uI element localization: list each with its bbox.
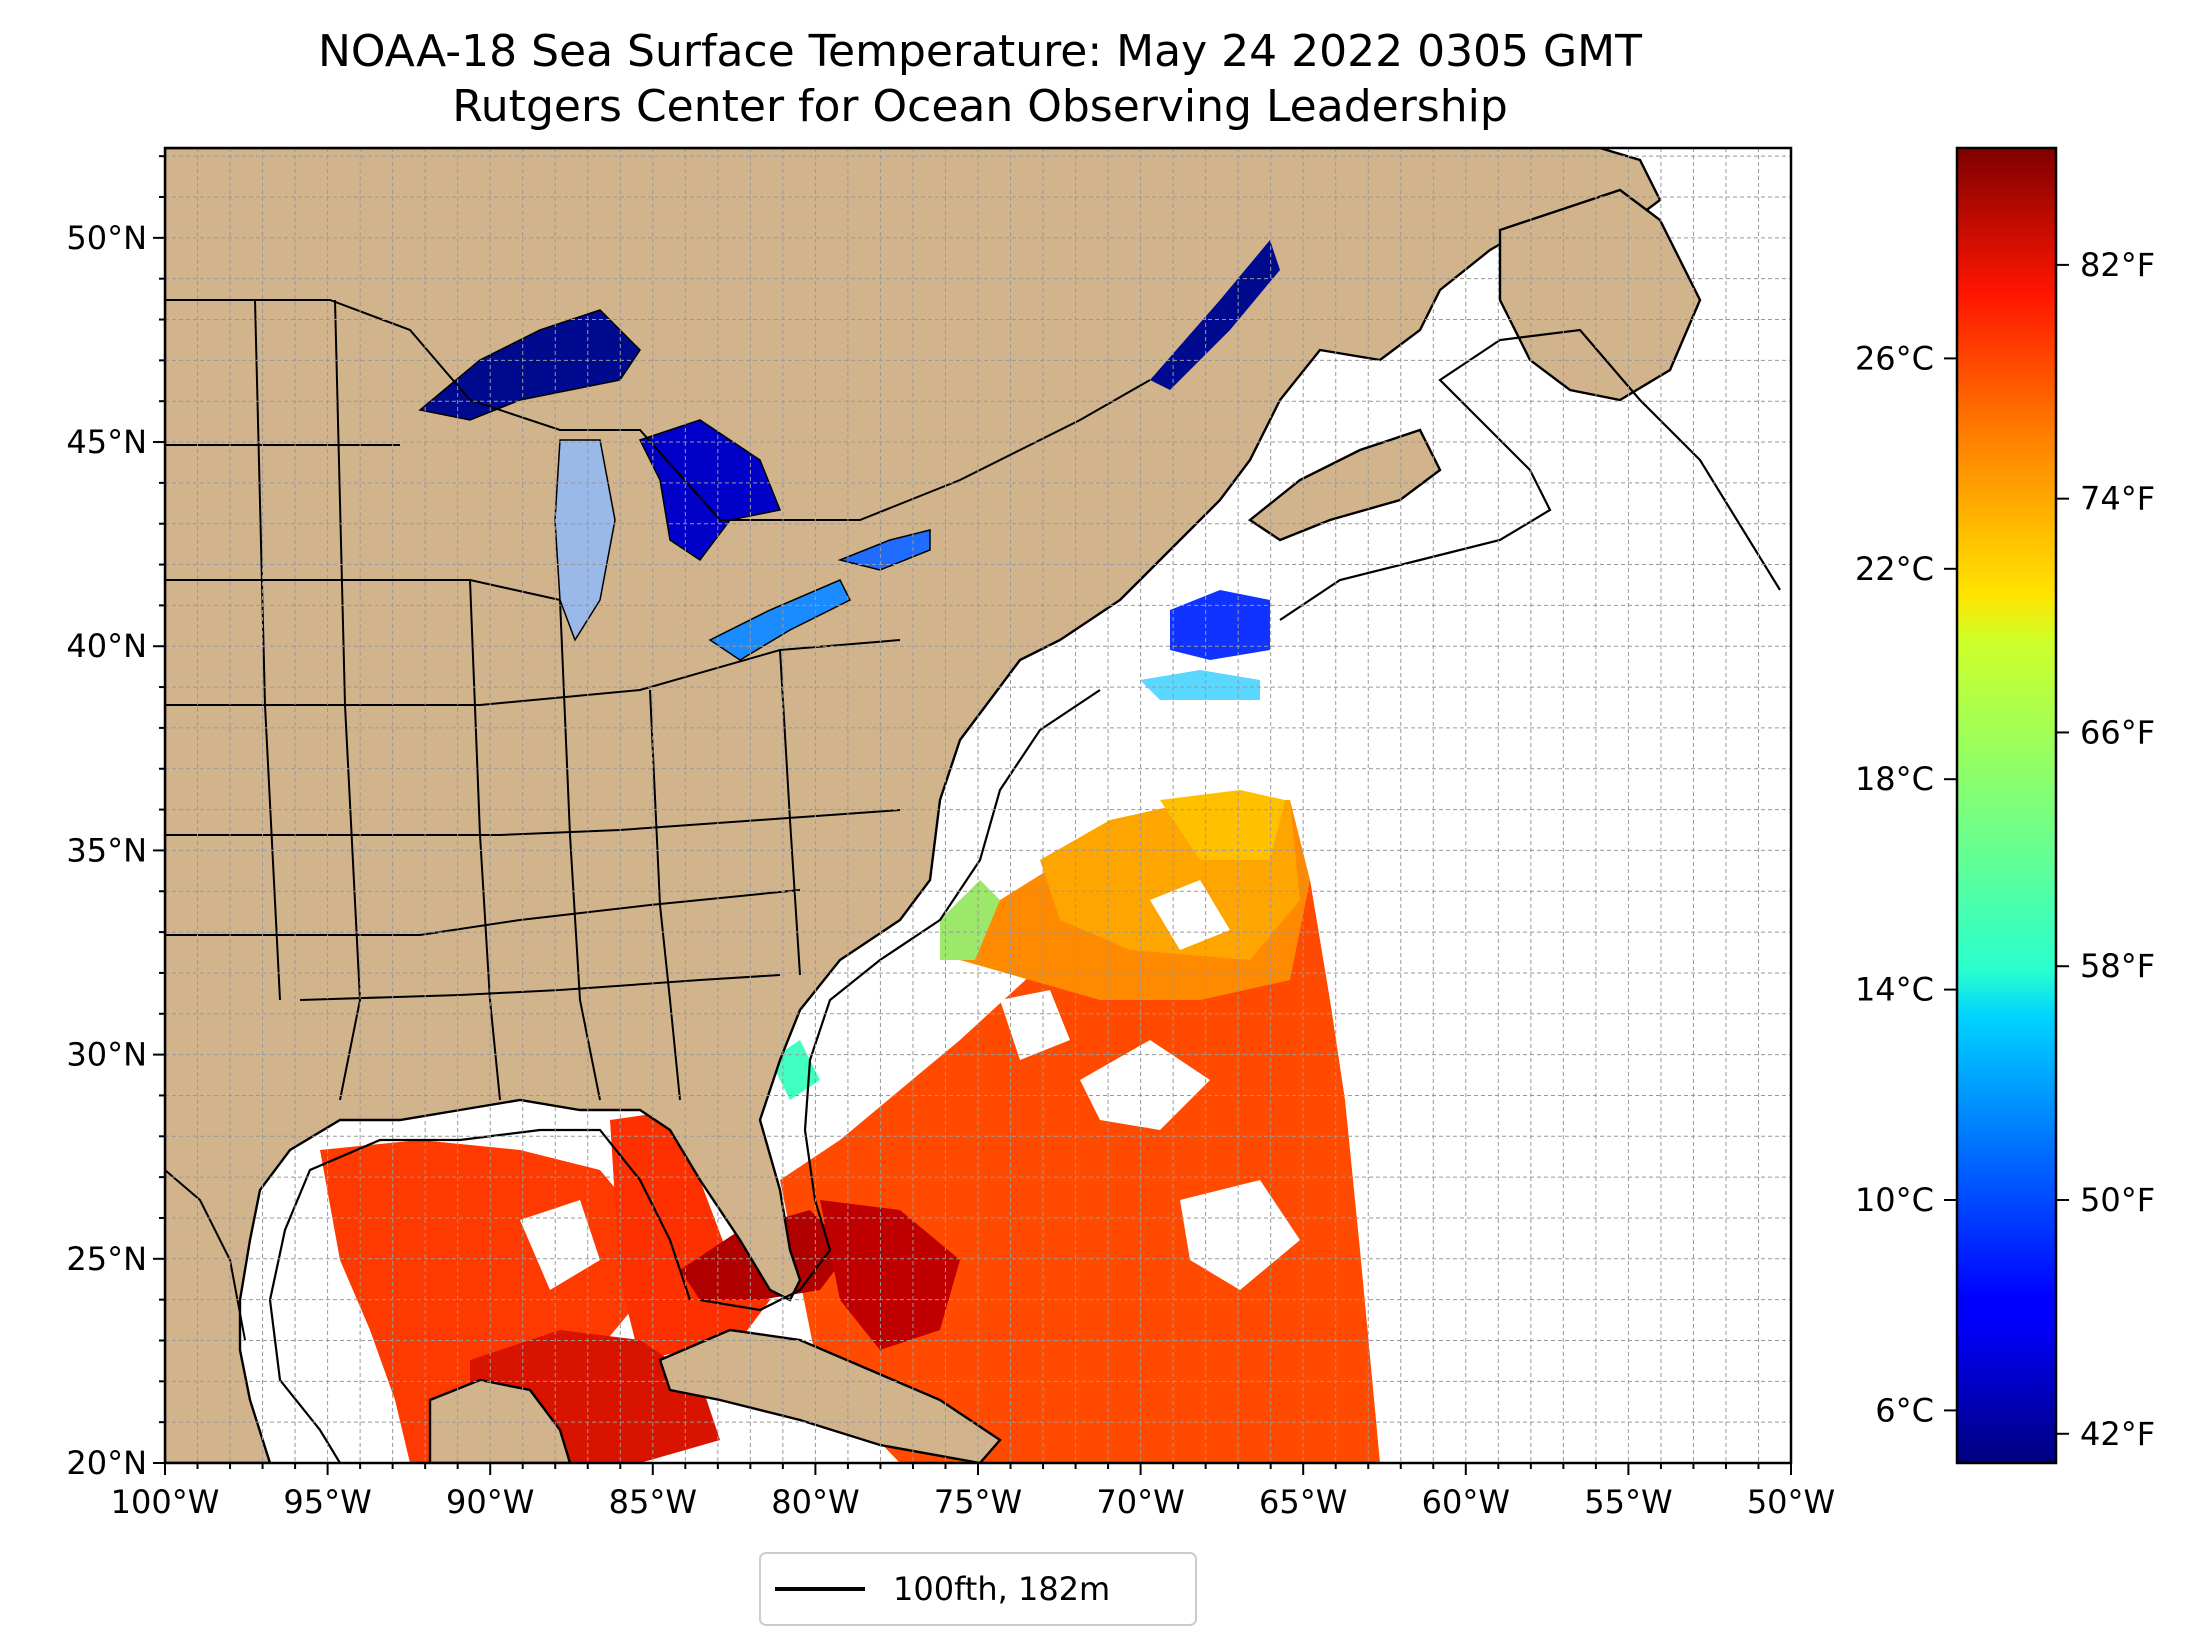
lon-tick-label: 100°W — [111, 1483, 220, 1521]
isobath-gulf — [268, 1128, 692, 1463]
border-lat-6 — [299, 974, 781, 1001]
cloud-gap-2 — [1180, 1180, 1300, 1290]
cloud-gap-3 — [1000, 990, 1070, 1060]
sst-shelf-cool — [940, 880, 1000, 960]
land-cuba — [658, 1328, 1002, 1463]
cbar-f-label: 42°F — [2080, 1415, 2155, 1453]
sst-st-lawrence — [1150, 240, 1280, 390]
lat-tick-label: 45°N — [66, 423, 147, 461]
land-nova-scotia — [1247, 428, 1442, 542]
colorbar-celsius-ticks: 6°C 10°C 14°C 18°C 22°C 26°C — [1855, 339, 1957, 1429]
sst-gulf-of-maine — [1170, 590, 1270, 660]
map-panel — [165, 148, 1791, 1463]
lon-tick-label: 55°W — [1584, 1483, 1672, 1521]
cbar-c-label: 26°C — [1855, 339, 1934, 377]
cbar-c-label: 18°C — [1855, 760, 1934, 798]
cloud-gap-4 — [520, 1200, 600, 1290]
colorbar: 6°C 10°C 14°C 18°C 22°C 26°C 42°F 50°F 58°F 66°F… — [1855, 146, 2155, 1465]
cloud-gap-1 — [1080, 1040, 1210, 1130]
cbar-f-label: 58°F — [2080, 947, 2155, 985]
lon-tick-label: 75°W — [934, 1483, 1022, 1521]
title-line-1: NOAA-18 Sea Surface Temperature: May 24 … — [318, 26, 1642, 77]
border-lat-5 — [165, 889, 801, 936]
lon-tick-label: 70°W — [1096, 1483, 1184, 1521]
cbar-c-label: 10°C — [1855, 1181, 1934, 1219]
border-lon-4 — [559, 599, 601, 1101]
sst-layer — [320, 790, 1380, 1463]
border-lon-5 — [649, 689, 681, 1101]
cbar-f-label: 74°F — [2080, 480, 2155, 518]
sst-georges — [1140, 670, 1260, 700]
lake-superior — [418, 309, 641, 421]
isobath-atlantic — [699, 689, 1101, 1312]
lon-tick-label: 95°W — [283, 1483, 371, 1521]
legend-box — [759, 1552, 1197, 1626]
lon-tick-label: 80°W — [771, 1483, 859, 1521]
latitude-ticks: 20°N 25°N 30°N 35°N 40°N 45°N 50°N — [66, 155, 165, 1482]
legend: 100fth, 182m — [759, 1552, 1197, 1626]
cbar-c-label: 14°C — [1855, 971, 1934, 1009]
border-lon-6 — [779, 649, 801, 976]
lon-tick-label: 65°W — [1259, 1483, 1347, 1521]
isobath-100fth — [268, 328, 1781, 1463]
lat-tick-label: 50°N — [66, 219, 147, 257]
land-layer — [165, 148, 1702, 1463]
colorbar-fahrenheit-ticks: 42°F 50°F 58°F 66°F 74°F 82°F — [2056, 246, 2155, 1453]
cbar-c-label: 22°C — [1855, 550, 1934, 588]
lon-tick-label: 90°W — [446, 1483, 534, 1521]
colorbar-gradient — [1955, 146, 2058, 1465]
lat-tick-label: 35°N — [66, 831, 147, 869]
longitude-ticks: 100°W 95°W 90°W 85°W 80°W 75°W 70°W 65°W 60°W 55°… — [111, 1463, 1835, 1521]
legend-label: 100fth, 182m — [893, 1570, 1110, 1608]
lat-tick-label: 20°N — [66, 1444, 147, 1482]
cbar-c-label: 6°C — [1875, 1391, 1934, 1429]
lat-tick-label: 25°N — [66, 1240, 147, 1278]
title-line-2: Rutgers Center for Ocean Observing Leade… — [452, 81, 1508, 132]
lake-ontario — [837, 529, 931, 571]
sst-bahamas-warm — [820, 1200, 960, 1350]
border-lon-2 — [334, 299, 362, 1101]
lat-tick-label: 30°N — [66, 1036, 147, 1074]
lon-tick-label: 60°W — [1422, 1483, 1510, 1521]
land-yucatan — [428, 1378, 572, 1463]
lon-tick-label: 50°W — [1747, 1483, 1835, 1521]
sst-atlantic-front — [1160, 790, 1285, 860]
land-north-america — [165, 148, 1662, 1463]
lat-tick-label: 40°N — [66, 627, 147, 665]
cbar-f-label: 50°F — [2080, 1181, 2155, 1219]
political-borders — [165, 299, 1151, 1341]
border-lon-1 — [254, 299, 281, 1001]
graticule — [165, 148, 1791, 1463]
lon-tick-label: 85°W — [609, 1483, 697, 1521]
border-lon-3 — [469, 579, 501, 1101]
isobath-canada — [1279, 328, 1781, 621]
cbar-f-label: 82°F — [2080, 246, 2155, 284]
cbar-f-label: 66°F — [2080, 713, 2155, 751]
